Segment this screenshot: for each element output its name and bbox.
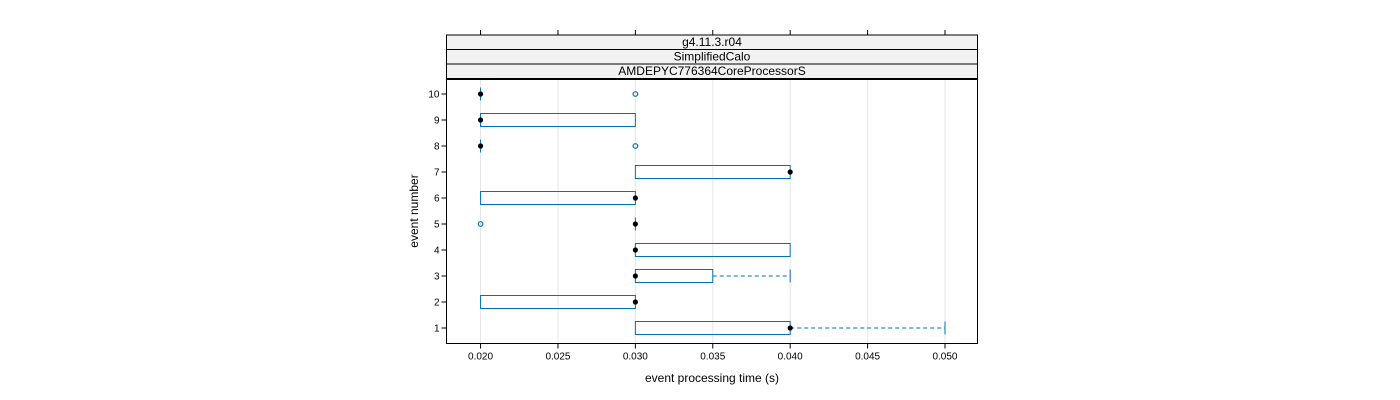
- box-event-10: [477, 87, 639, 101]
- box-event-5: [477, 217, 638, 231]
- outlier-10-0: [632, 91, 639, 97]
- box-event-9: [477, 113, 636, 127]
- median-dot-9: [477, 117, 484, 123]
- y-tick-label-4: 4: [434, 246, 440, 257]
- outlier-8-0: [632, 143, 639, 149]
- x-tick-label-1: 0.025: [545, 352, 570, 363]
- boxes: [477, 87, 946, 335]
- median-dot-3: [632, 273, 638, 279]
- median-dot-5: [632, 221, 638, 227]
- strip-label-0: g4.11.3.r04: [682, 35, 742, 49]
- y-tick-label-9: 9: [434, 116, 440, 127]
- x-tick-label-3: 0.035: [700, 352, 725, 363]
- median-dot-6: [632, 195, 638, 201]
- box-event-4: [632, 243, 791, 257]
- y-tick-label-7: 7: [434, 168, 440, 179]
- axis-ticks: 0.020 0.025 0.030 0.035 0.040 0.045 0.050 1 2 3 4 5…: [428, 30, 958, 363]
- strip-label-1: SimplifiedCalo: [674, 50, 751, 64]
- box-event-6: [480, 191, 638, 205]
- strip-label-2: AMDEPYC776364CoreProcessorS: [618, 64, 805, 78]
- outlier-5-0: [477, 221, 484, 227]
- median-dot-7: [787, 169, 793, 175]
- median-dot-2: [632, 299, 638, 305]
- x-tick-label-6: 0.050: [932, 352, 957, 363]
- grid-lines: [480, 79, 946, 344]
- box-event-8: [477, 139, 639, 153]
- median-dot-1: [787, 325, 793, 331]
- strip-headers: g4.11.3.r04SimplifiedCaloAMDEPYC776364Co…: [446, 34, 978, 79]
- y-tick-label-8: 8: [434, 142, 440, 153]
- strip-box-2: [446, 63, 978, 79]
- median-dot-8: [477, 143, 484, 149]
- x-tick-label-5: 0.045: [855, 352, 880, 363]
- box-event-3: [632, 269, 791, 283]
- x-tick-label-2: 0.030: [623, 352, 648, 363]
- y-axis-title: event number: [407, 174, 421, 247]
- box-event-2: [480, 295, 638, 309]
- box-rect-3: [634, 269, 714, 283]
- y-tick-label-1: 1: [434, 324, 440, 335]
- box-event-7: [634, 165, 793, 179]
- x-tick-label-4: 0.040: [778, 352, 803, 363]
- median-dot-4: [632, 247, 638, 253]
- y-tick-label-2: 2: [434, 298, 440, 309]
- median-dot-10: [477, 91, 484, 97]
- plot-panel-border: [446, 79, 978, 344]
- y-tick-label-5: 5: [434, 220, 440, 231]
- y-tick-label-3: 3: [434, 272, 440, 283]
- box-event-1: [634, 321, 946, 335]
- y-tick-label-6: 6: [434, 194, 440, 205]
- x-axis-title: event processing time (s): [645, 371, 779, 385]
- x-tick-label-0: 0.020: [468, 352, 493, 363]
- y-tick-label-10: 10: [428, 90, 440, 101]
